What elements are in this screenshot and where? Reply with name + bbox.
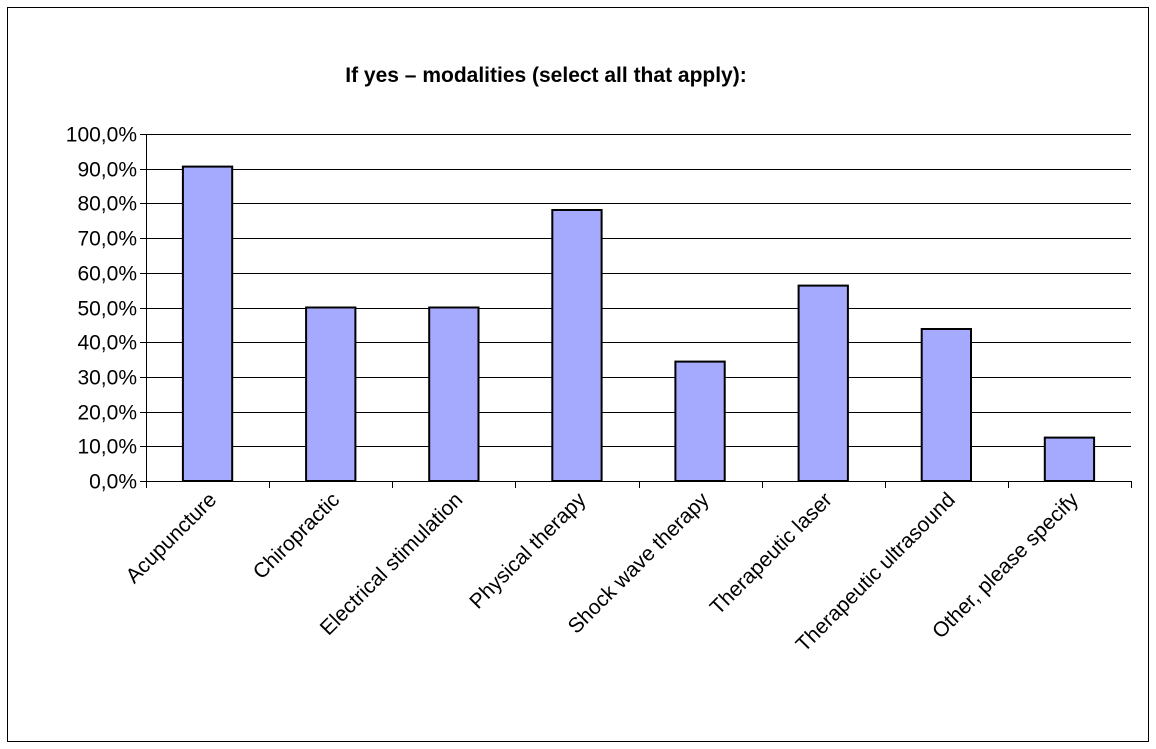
bar — [181, 165, 234, 482]
bar — [1043, 436, 1096, 483]
y-tick-label: 50,0% — [77, 298, 137, 321]
y-tick-label: 0,0% — [89, 471, 137, 494]
y-tick-label: 100,0% — [66, 124, 137, 147]
y-tick-labels: 0,0% 10,0% 20,0% 30,0% 40,0% 50,0% 60,0% 70,0% 8… — [66, 124, 137, 494]
y-tick-label: 20,0% — [77, 402, 137, 425]
bar — [305, 306, 357, 482]
y-tick-label: 70,0% — [77, 228, 137, 251]
axes — [140, 134, 1132, 488]
bar — [428, 306, 480, 482]
y-tick-label: 90,0% — [77, 159, 137, 182]
y-tick-label: 60,0% — [77, 263, 137, 286]
bar — [674, 360, 726, 483]
bar — [551, 209, 603, 482]
y-tick-label: 30,0% — [77, 367, 137, 390]
y-tick-label: 40,0% — [77, 332, 137, 355]
bar — [797, 284, 849, 482]
y-tick-label: 80,0% — [77, 193, 137, 216]
bar — [920, 328, 973, 482]
y-tick-label: 10,0% — [77, 436, 137, 459]
chart-title: If yes – modalities (select all that app… — [345, 64, 746, 87]
